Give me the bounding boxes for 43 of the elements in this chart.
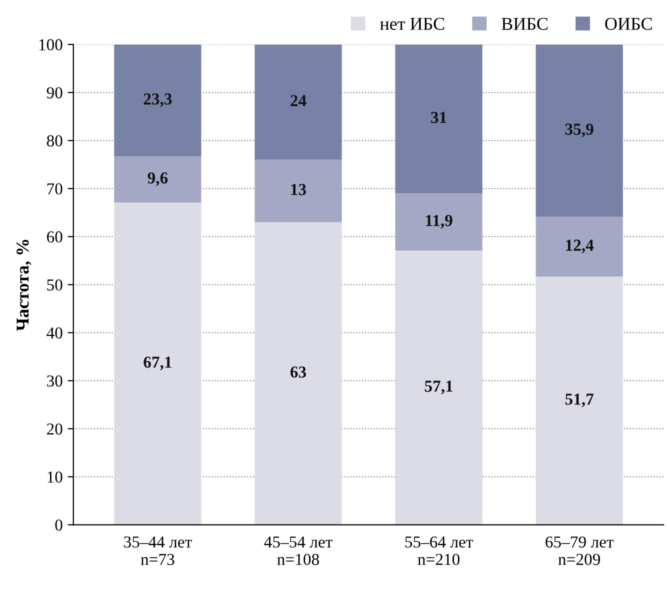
- bar: [254, 160, 342, 222]
- y-axis-title: Частота, %: [16, 240, 32, 331]
- bar: [395, 193, 482, 251]
- data-label: 57,1: [424, 380, 453, 394]
- bar: [114, 202, 202, 525]
- x-tick-label: 45–54 лет n=108: [264, 536, 332, 566]
- data-label: 51,7: [565, 394, 594, 408]
- x-tick-label: 55–64 лет n=210: [405, 536, 473, 566]
- legend-label: ОИБС: [605, 18, 652, 30]
- legend-label: нет ИБС: [380, 18, 444, 30]
- bar: [536, 276, 623, 525]
- data-label: 35,9: [565, 124, 594, 138]
- data-label: 12,4: [566, 240, 594, 254]
- bar: [254, 44, 342, 160]
- data-label: 13: [291, 184, 306, 196]
- y-tick-label: 70: [47, 183, 62, 195]
- data-label: 24: [290, 95, 306, 106]
- data-label: 67,1: [144, 356, 172, 370]
- bar: [536, 44, 623, 217]
- y-tick-label: 0: [55, 520, 62, 531]
- y-tick-label: 10: [48, 471, 62, 483]
- y-tick-label: 80: [46, 135, 62, 146]
- y-tick-label: 100: [39, 39, 62, 50]
- y-tick-label: 90: [46, 87, 62, 98]
- data-label: 23,3: [144, 93, 172, 108]
- data-label: 11,9: [426, 214, 452, 229]
- bar: [254, 222, 342, 525]
- x-tick-label: 35–44 лет n=73: [124, 536, 192, 566]
- bar: [395, 44, 482, 194]
- bar: [536, 216, 623, 276]
- legend-label: ВИБС: [502, 18, 548, 30]
- bar: [114, 156, 202, 203]
- bar: [114, 44, 202, 156]
- x-tick-label: 65–79 лет n=209: [546, 536, 614, 566]
- data-label: 31: [431, 112, 446, 124]
- bar: [395, 250, 482, 525]
- data-label: 9,6: [148, 172, 168, 186]
- data-label: 63: [290, 366, 306, 378]
- y-tick-label: 20: [47, 423, 62, 435]
- y-tick-label: 60: [47, 231, 62, 243]
- y-tick-label: 40: [46, 327, 62, 339]
- y-tick-label: 50: [47, 279, 62, 291]
- y-tick-label: 30: [47, 375, 62, 387]
